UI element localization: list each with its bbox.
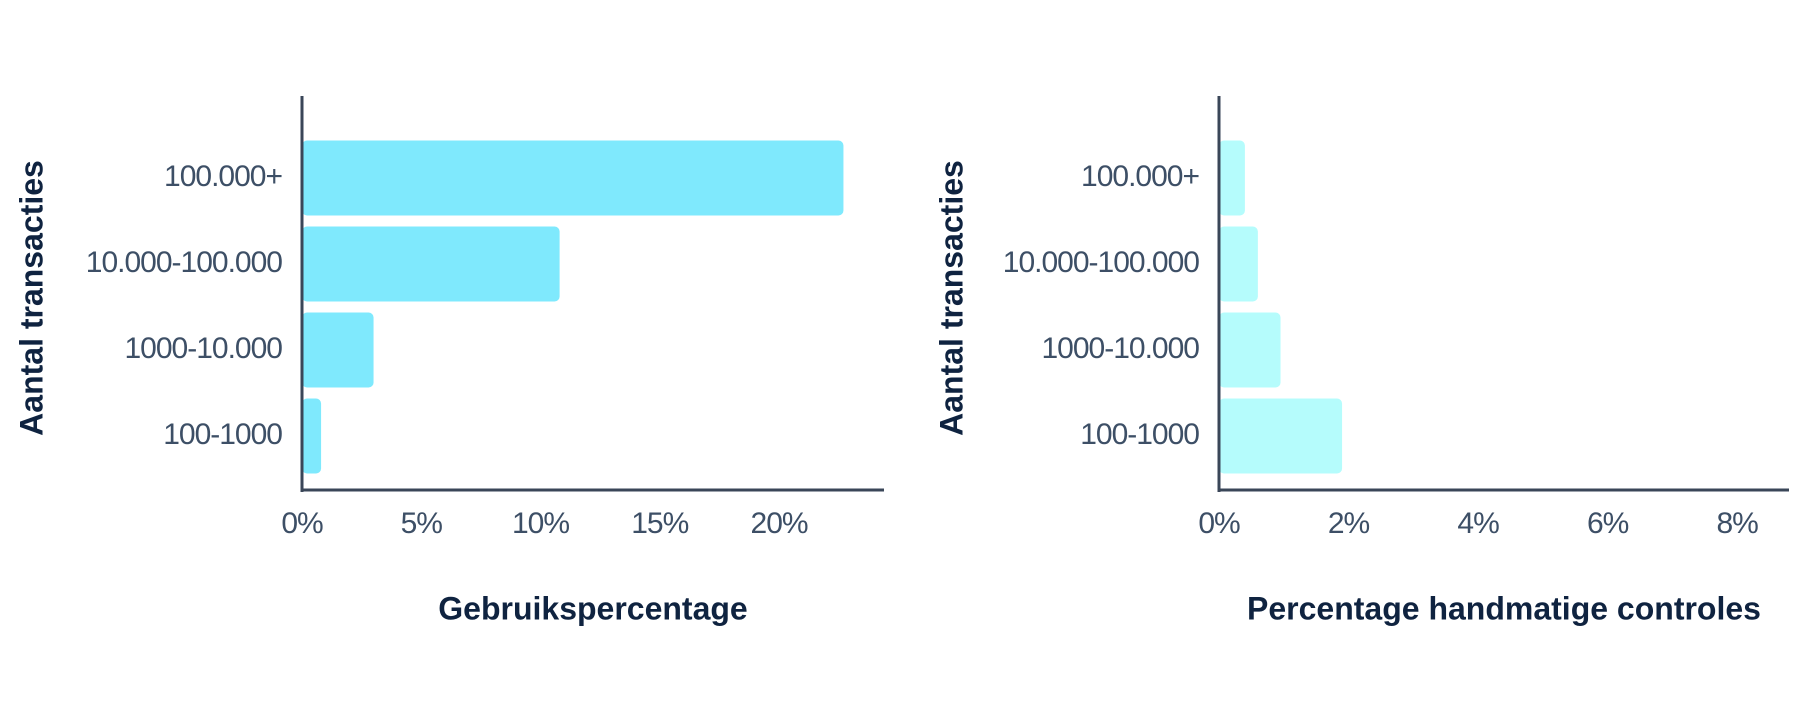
y-axis-title: Aantal transacties [13, 160, 49, 436]
x-tick-label: 2% [1328, 507, 1370, 540]
bar [1219, 398, 1343, 474]
bar [302, 140, 844, 216]
y-axis-title: Aantal transacties [933, 160, 969, 436]
x-tick-label: 6% [1587, 507, 1629, 540]
y-tick-label: 10.000-100.000 [86, 246, 283, 279]
x-axis-title: Gebruikspercentage [438, 590, 747, 626]
bar [1219, 140, 1245, 216]
bar [1219, 226, 1258, 302]
x-tick-label: 5% [401, 507, 443, 540]
y-tick-label: 100.000+ [164, 160, 282, 193]
y-tick-label: 100-1000 [163, 418, 282, 451]
x-tick-label: 8% [1717, 507, 1759, 540]
x-tick-label: 20% [751, 507, 808, 540]
x-tick-label: 4% [1457, 507, 1499, 540]
x-tick-label: 15% [631, 507, 688, 540]
x-tick-label: 10% [512, 507, 569, 540]
y-tick-label: 1000-10.000 [1042, 332, 1200, 365]
bar [302, 312, 374, 388]
x-tick-label: 0% [1198, 507, 1240, 540]
y-tick-label: 100-1000 [1080, 418, 1199, 451]
bar [1219, 312, 1281, 388]
y-tick-label: 1000-10.000 [125, 332, 283, 365]
y-tick-label: 10.000-100.000 [1003, 246, 1200, 279]
bar [302, 226, 560, 302]
y-tick-label: 100.000+ [1081, 160, 1199, 193]
bar [302, 398, 322, 474]
x-axis-title: Percentage handmatige controles [1247, 590, 1761, 626]
x-tick-label: 0% [281, 507, 323, 540]
